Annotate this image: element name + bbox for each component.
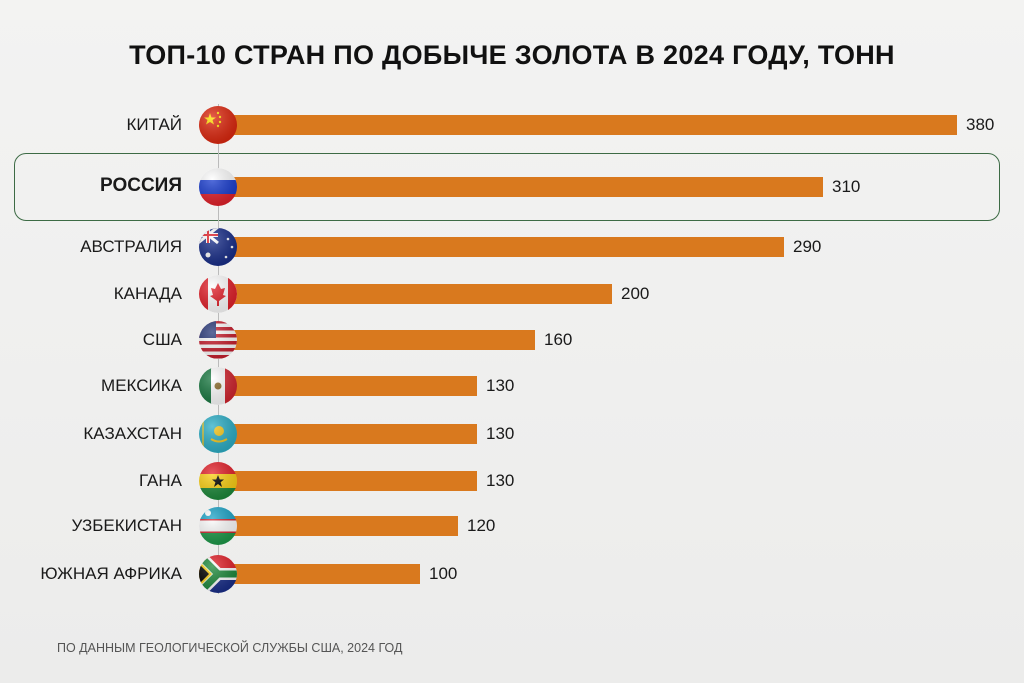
bar-row: ГАНА 130 xyxy=(0,461,1024,501)
bar xyxy=(228,424,477,444)
flag-australia-icon xyxy=(199,228,237,266)
category-label: АВСТРАЛИЯ xyxy=(80,237,182,256)
flag-south-africa-icon xyxy=(199,555,237,593)
bar-row: КАЗАХСТАН 130 xyxy=(0,414,1024,454)
bar xyxy=(228,330,535,350)
bar-row: КИТАЙ 380 xyxy=(0,105,1024,145)
flag-kazakhstan-icon xyxy=(199,415,237,453)
bar xyxy=(228,284,612,304)
bar-row: ЮЖНАЯ АФРИКА 100 xyxy=(0,554,1024,594)
highlight-frame xyxy=(14,153,1000,221)
flag-russia-icon xyxy=(199,168,237,206)
data-label: 130 xyxy=(486,376,515,395)
flag-china-icon xyxy=(199,106,237,144)
data-label: 100 xyxy=(429,564,458,583)
category-label: КИТАЙ xyxy=(126,115,183,134)
flag-uzbekistan-icon xyxy=(199,507,237,545)
bar xyxy=(228,471,477,491)
bar xyxy=(228,177,823,197)
data-label: 160 xyxy=(544,330,573,349)
bar xyxy=(228,516,458,536)
flag-canada-icon xyxy=(199,275,237,313)
data-label: 380 xyxy=(966,115,995,134)
flag-usa-icon xyxy=(199,321,237,359)
bar-row: КАНАДА 200 xyxy=(0,274,1024,314)
bar-row: РОССИЯ 310 xyxy=(0,167,1024,207)
flag-mexico-icon xyxy=(199,367,237,405)
bar xyxy=(228,564,420,584)
data-label: 200 xyxy=(621,284,650,303)
category-label: ГАНА xyxy=(138,471,182,490)
data-label: 130 xyxy=(486,424,515,443)
data-label: 120 xyxy=(467,516,496,535)
data-label: 290 xyxy=(793,237,822,256)
category-label: КАЗАХСТАН xyxy=(83,424,182,443)
category-label: УЗБЕКИСТАН xyxy=(71,516,182,535)
bar xyxy=(228,376,477,396)
category-label: КАНАДА xyxy=(113,284,182,303)
bar-row: МЕКСИКА 130 xyxy=(0,366,1024,406)
data-label: 310 xyxy=(832,177,861,196)
flag-ghana-icon xyxy=(199,462,237,500)
chart-title: ТОП-10 СТРАН ПО ДОБЫЧЕ ЗОЛОТА В 2024 ГОД… xyxy=(129,40,895,70)
bar-row: УЗБЕКИСТАН 120 xyxy=(0,506,1024,546)
data-label: 130 xyxy=(486,471,515,490)
source-note: ПО ДАННЫМ ГЕОЛОГИЧЕСКОЙ СЛУЖБЫ США, 2024… xyxy=(57,641,403,655)
category-label: МЕКСИКА xyxy=(101,376,182,395)
bar-row: АВСТРАЛИЯ 290 xyxy=(0,227,1024,267)
bar xyxy=(228,115,957,135)
category-label: РОССИЯ xyxy=(100,175,182,196)
category-label: США xyxy=(142,330,182,349)
bar-row: США 160 xyxy=(0,320,1024,360)
bar xyxy=(228,237,784,257)
category-label: ЮЖНАЯ АФРИКА xyxy=(40,564,182,583)
